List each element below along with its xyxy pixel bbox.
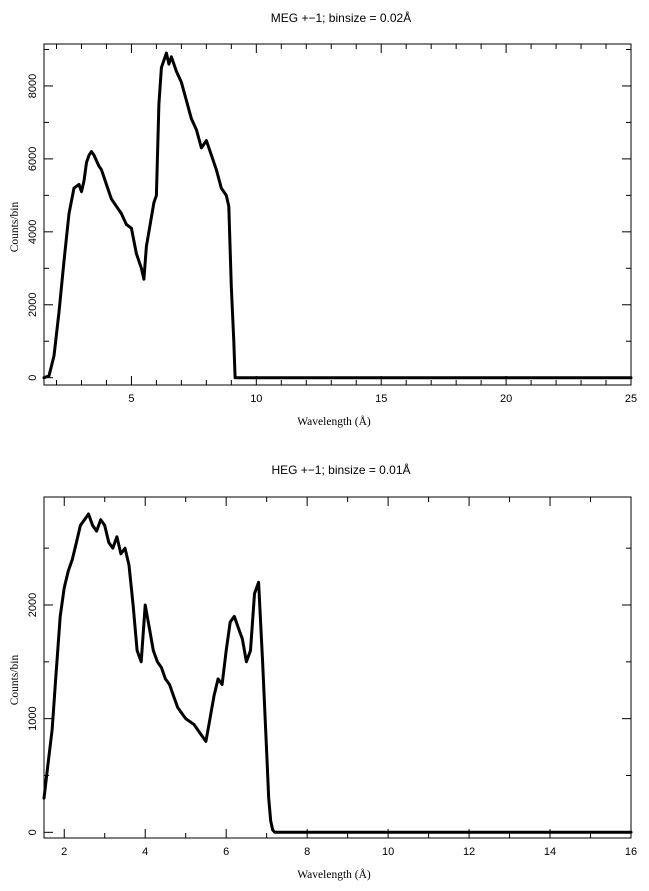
meg-y-tick-label: 0 [27, 375, 39, 381]
heg-panel: HEG +−1; binsize = 0.01Å 2 4 6 8 10 12 14 16 0 10… [9, 462, 637, 881]
heg-x-tick-label: 14 [544, 846, 556, 858]
meg-x-axis-label: Wavelength (Å) [297, 414, 371, 428]
meg-y-tick-label: 2000 [27, 293, 39, 317]
meg-y-axis-label: Counts/bin [9, 202, 21, 253]
heg-y-tick-label: 0 [27, 829, 39, 835]
meg-chart-title: MEG +−1; binsize = 0.02Å [271, 10, 411, 25]
heg-x-axis-label: Wavelength (Å) [297, 867, 371, 881]
meg-plot-frame [43, 43, 632, 386]
meg-x-tick-label: 25 [625, 393, 637, 405]
heg-tick-labels: 2 4 6 8 10 12 14 16 0 1000 2000 [27, 593, 637, 858]
heg-ticks [44, 497, 632, 838]
heg-y-tick-label: 2000 [27, 593, 39, 617]
meg-ticks [44, 44, 632, 385]
heg-x-tick-label: 12 [463, 846, 475, 858]
meg-x-tick-label: 10 [250, 393, 262, 405]
heg-x-tick-label: 8 [304, 846, 310, 858]
heg-x-tick-label: 16 [625, 846, 637, 858]
meg-series-line [42, 51, 633, 380]
meg-x-tick-label: 5 [128, 393, 134, 405]
meg-panel: MEG +−1; binsize = 0.02Å 5 10 15 20 25 0 2000 4… [9, 10, 637, 428]
heg-chart-title: HEG +−1; binsize = 0.01Å [271, 462, 410, 477]
heg-x-tick-label: 4 [142, 846, 148, 858]
heg-x-tick-label: 6 [223, 846, 229, 858]
heg-series-line [42, 512, 633, 834]
meg-y-tick-label: 4000 [27, 220, 39, 244]
heg-x-tick-label: 2 [61, 846, 67, 858]
meg-tick-labels: 5 10 15 20 25 0 2000 4000 6000 8000 [27, 74, 637, 405]
meg-x-tick-label: 15 [375, 393, 387, 405]
heg-plot-frame [43, 496, 632, 839]
meg-y-tick-label: 6000 [27, 147, 39, 171]
heg-y-tick-label: 1000 [27, 706, 39, 730]
meg-y-tick-label: 8000 [27, 74, 39, 98]
heg-x-tick-label: 10 [382, 846, 394, 858]
meg-x-tick-label: 20 [500, 393, 512, 405]
heg-y-axis-label: Counts/bin [9, 655, 21, 706]
